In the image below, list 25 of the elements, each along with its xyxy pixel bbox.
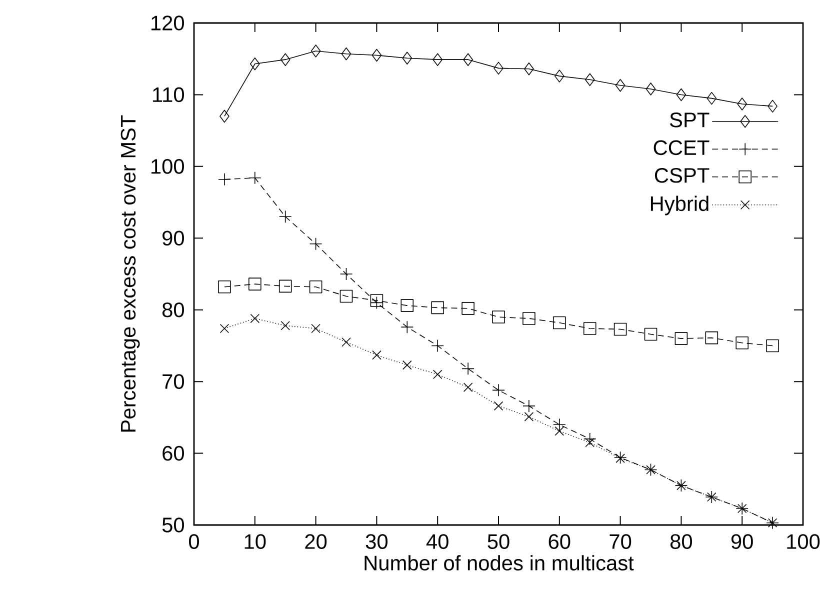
- y-axis-title: Percentage excess cost over MST: [120, 115, 140, 432]
- x-tick-label: 20: [305, 534, 327, 549]
- y-tick-label: 80: [162, 302, 184, 318]
- legend-label: CSPT: [654, 168, 710, 183]
- x-tick-label: 30: [366, 534, 388, 549]
- y-tick-label: 100: [152, 159, 184, 174]
- legend-label: SPT: [670, 112, 710, 128]
- legend-label: Hybrid: [650, 196, 708, 216]
- x-axis-title: Number of nodes in multicast: [364, 555, 634, 570]
- x-tick-label: 90: [731, 534, 753, 549]
- x-tick-label: 60: [548, 534, 570, 549]
- legend-label: CCET: [654, 140, 710, 156]
- x-tick-label: 100: [787, 534, 820, 549]
- x-tick-label: 10: [244, 534, 266, 549]
- y-tick-label: 120: [152, 16, 184, 30]
- x-tick-label: 40: [426, 534, 448, 549]
- y-tick-label: 110: [153, 87, 184, 102]
- x-tick-label: 70: [610, 534, 632, 549]
- x-tick-label: 50: [488, 534, 510, 549]
- y-tick-label: 50: [162, 518, 184, 532]
- x-tick-label: 80: [670, 534, 692, 549]
- x-tick-label: 0: [188, 534, 199, 549]
- y-tick-label: 60: [162, 446, 184, 461]
- y-tick-label: 90: [162, 230, 184, 246]
- y-tick-label: 70: [162, 374, 184, 389]
